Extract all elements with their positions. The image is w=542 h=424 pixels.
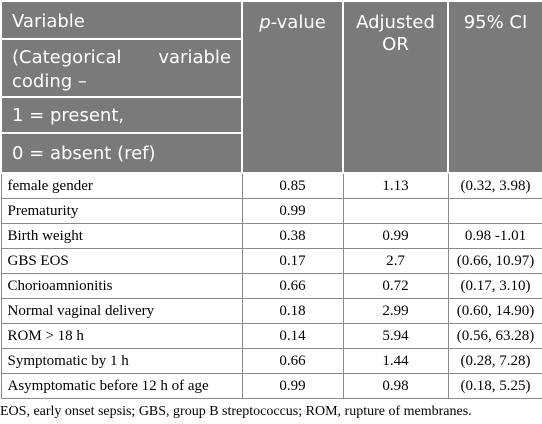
table-row: Asymptomatic before 12 h of age 0.99 0.98(… xyxy=(0,373,542,399)
cell-ci: (0.28, 7.28) xyxy=(448,348,542,374)
header-ci: 95% CI xyxy=(447,0,542,174)
table-row: GBS EOS 0.17 2.7 (0.66, 10.97) xyxy=(0,248,542,274)
cell-adjusted-or: 0.72 xyxy=(343,273,449,299)
cell-ci: (0.56, 63.28) xyxy=(448,323,542,349)
cell-variable: female gender xyxy=(0,172,243,199)
cell-adjusted-or: 0.99 xyxy=(343,223,449,249)
table-row: Chorioamnionitis 0.66 0.72 (0.17, 3.10) xyxy=(0,273,542,299)
cell-variable: Birth weight xyxy=(0,223,243,249)
cell-variable: Symptomatic by 1 h xyxy=(0,348,243,374)
table-row: Birth weight 0.38 0.99 0.98 -1.01 xyxy=(0,223,542,249)
cell-ci: (0.60, 14.90) xyxy=(448,298,542,324)
table-footnote: EOS, early onset sepsis; GBS, group B st… xyxy=(0,404,472,419)
cell-ci: (0.18, 5.25) xyxy=(448,373,542,399)
header-variable-present: 1 = present, xyxy=(2,98,241,134)
cell-variable: Prematurity xyxy=(0,198,243,224)
cell-pvalue: 0.99 xyxy=(242,373,344,399)
header-adjusted-or: Adjusted OR xyxy=(342,0,449,174)
cell-adjusted-or: 2.99 xyxy=(343,298,449,324)
cell-adjusted-or: 1.44 xyxy=(343,348,449,374)
cell-variable: Chorioamnionitis xyxy=(0,273,243,299)
header-variable-title: Variable xyxy=(2,2,241,40)
cell-pvalue: 0.38 xyxy=(242,223,344,249)
header-variable-absent: 0 = absent (ref) xyxy=(12,143,156,164)
cell-ci xyxy=(448,198,542,224)
cell-variable: GBS EOS xyxy=(0,248,243,274)
table-row: Symptomatic by 1 h 0.66 1.44 (0.28, 7.28) xyxy=(0,348,542,374)
cell-ci: (0.32, 3.98) xyxy=(448,172,542,199)
header-row: Variable (Categorical variable coding – … xyxy=(0,0,542,174)
cell-ci: (0.17, 3.10) xyxy=(448,273,542,299)
cell-adjusted-or: 0.98 xyxy=(343,373,449,399)
cell-pvalue: 0.66 xyxy=(242,273,344,299)
cell-ci: (0.66, 10.97) xyxy=(448,248,542,274)
cell-pvalue: 0.17 xyxy=(242,248,344,274)
cell-pvalue: 0.99 xyxy=(242,198,344,224)
cell-variable: Asymptomatic before 12 h of age xyxy=(0,373,243,399)
header-variable: Variable (Categorical variable coding – … xyxy=(0,0,243,174)
cell-ci: 0.98 -1.01 xyxy=(448,223,542,249)
results-table: Variable (Categorical variable coding – … xyxy=(0,0,542,399)
cell-adjusted-or: 1.13 xyxy=(343,172,449,199)
header-pvalue: p-value xyxy=(241,0,344,174)
cell-variable: Normal vaginal delivery xyxy=(0,298,243,324)
header-variable-coding: (Categorical variable coding – xyxy=(2,40,241,98)
table-row: female gender 0.85 1.13 (0.32, 3.98) xyxy=(0,172,542,199)
table-row: ROM > 18 h 0.14 5.94 (0.56, 63.28) xyxy=(0,323,542,349)
cell-adjusted-or: 2.7 xyxy=(343,248,449,274)
cell-pvalue: 0.14 xyxy=(242,323,344,349)
cell-pvalue: 0.85 xyxy=(242,172,344,199)
table-row: Normal vaginal delivery 0.18 2.99 (0.60, 14… xyxy=(0,298,542,324)
table-row: Prematurity 0.99 xyxy=(0,198,542,224)
cell-pvalue: 0.18 xyxy=(242,298,344,324)
cell-adjusted-or: 5.94 xyxy=(343,323,449,349)
cell-pvalue: 0.66 xyxy=(242,348,344,374)
cell-adjusted-or xyxy=(343,198,449,224)
cell-variable: ROM > 18 h xyxy=(0,323,243,349)
